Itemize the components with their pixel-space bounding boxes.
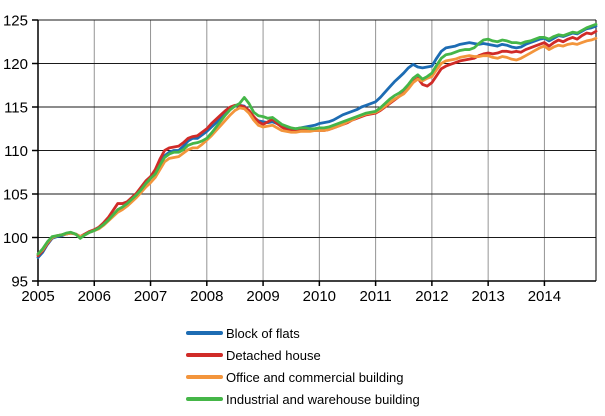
x-tick-label: 2010: [303, 288, 336, 305]
legend-item: Block of flats: [186, 322, 420, 344]
legend-item: Industrial and warehouse building: [186, 388, 420, 410]
chart-svg: 95 100 105 110 115 120 125 2005 2006 2007 2008 2009…: [3, 12, 598, 305]
x-tick-label: 2009: [246, 288, 279, 305]
legend-label: Detached house: [226, 347, 321, 363]
legend-swatch-line: [186, 331, 223, 335]
y-tick-label: 110: [4, 143, 28, 160]
legend-item: Office and commercial building: [186, 366, 420, 388]
legend-label: Block of flats: [226, 325, 300, 341]
x-tick-label: 2007: [134, 288, 167, 305]
legend-label: Industrial and warehouse building: [226, 391, 420, 407]
y-tick-label: 95: [11, 273, 28, 290]
y-tick-label: 125: [3, 12, 28, 29]
y-tick-label: 120: [3, 56, 28, 73]
y-tick-label: 115: [4, 99, 28, 116]
series-line-block-of-flats: [36, 24, 598, 259]
x-tick-label: 2008: [190, 288, 223, 305]
legend-swatch-line: [186, 353, 223, 357]
x-tick-label: 2011: [359, 288, 391, 305]
x-tick-label: 2012: [415, 288, 448, 305]
series-line-office-and-commercial-building: [36, 36, 598, 256]
series-line-detached-house: [36, 29, 598, 258]
legend-label: Office and commercial building: [226, 369, 404, 385]
x-tick-label: 2013: [471, 288, 504, 305]
legend-swatch-line: [186, 397, 223, 401]
y-tick-label: 100: [3, 230, 28, 247]
x-tick-label: 2005: [21, 288, 54, 305]
y-tick-label: 105: [3, 186, 28, 203]
x-tick-label: 2014: [528, 288, 561, 305]
chart-legend: Block of flats Detached house Office and…: [186, 322, 420, 410]
legend-swatch-line: [186, 375, 223, 379]
series-line-industrial-and-warehouse-building: [36, 22, 598, 256]
legend-item: Detached house: [186, 344, 420, 366]
x-tick-label: 2006: [78, 288, 111, 305]
